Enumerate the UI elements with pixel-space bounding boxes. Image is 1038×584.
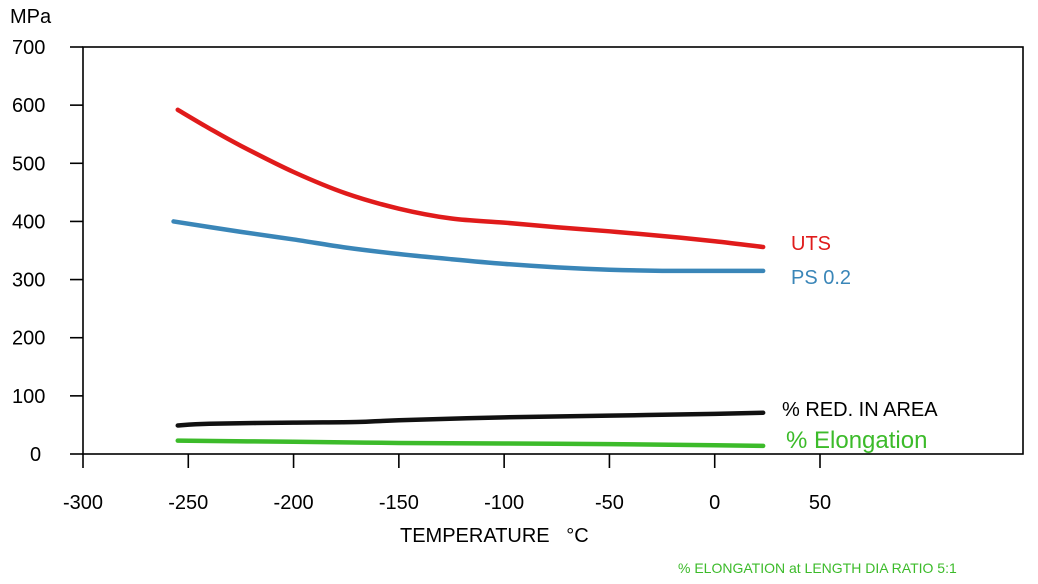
y-tick-label: 200 bbox=[12, 328, 45, 350]
y-tick-label: 700 bbox=[12, 37, 45, 59]
plot-frame bbox=[82, 46, 1024, 455]
x-tick-label: -200 bbox=[274, 492, 314, 514]
y-tick-label: 100 bbox=[12, 386, 45, 408]
x-tick-label: -150 bbox=[379, 492, 419, 514]
y-tick-label: 0 bbox=[30, 444, 41, 466]
series-line-elongation bbox=[175, 438, 766, 449]
x-tick-label: 0 bbox=[709, 492, 720, 514]
y-axis-label: MPa bbox=[10, 6, 52, 28]
y-tick-label: 500 bbox=[12, 153, 45, 175]
x-axis-ticks: -300 -250 -200 -150 -100 -50 0 50 bbox=[63, 454, 831, 514]
series-lines bbox=[171, 107, 766, 449]
legend-label-red-in-area: % RED. IN AREA bbox=[782, 399, 938, 421]
x-tick-label: -100 bbox=[484, 492, 524, 514]
legend-label-uts: UTS bbox=[791, 233, 831, 255]
legend-label-ps02: PS 0.2 bbox=[791, 267, 851, 289]
footnote-elongation-ratio: % ELONGATION at LENGTH DIA RATIO 5:1 bbox=[678, 560, 957, 576]
series-line-red-in-area bbox=[175, 410, 766, 428]
x-tick-label: 50 bbox=[809, 492, 831, 514]
series-line-ps-0-2 bbox=[171, 219, 766, 274]
x-tick-label: -50 bbox=[595, 492, 624, 514]
series-line-uts bbox=[175, 107, 766, 250]
y-axis-ticks: 0 100 200 300 400 500 600 700 bbox=[12, 37, 83, 466]
x-tick-label: -250 bbox=[168, 492, 208, 514]
y-tick-label: 600 bbox=[12, 95, 45, 117]
y-tick-label: 300 bbox=[12, 270, 45, 292]
x-axis-label: TEMPERATURE °C bbox=[400, 525, 589, 547]
y-tick-label: 400 bbox=[12, 211, 45, 233]
x-tick-label: -300 bbox=[63, 492, 103, 514]
legend-label-elongation: % Elongation bbox=[786, 427, 927, 454]
